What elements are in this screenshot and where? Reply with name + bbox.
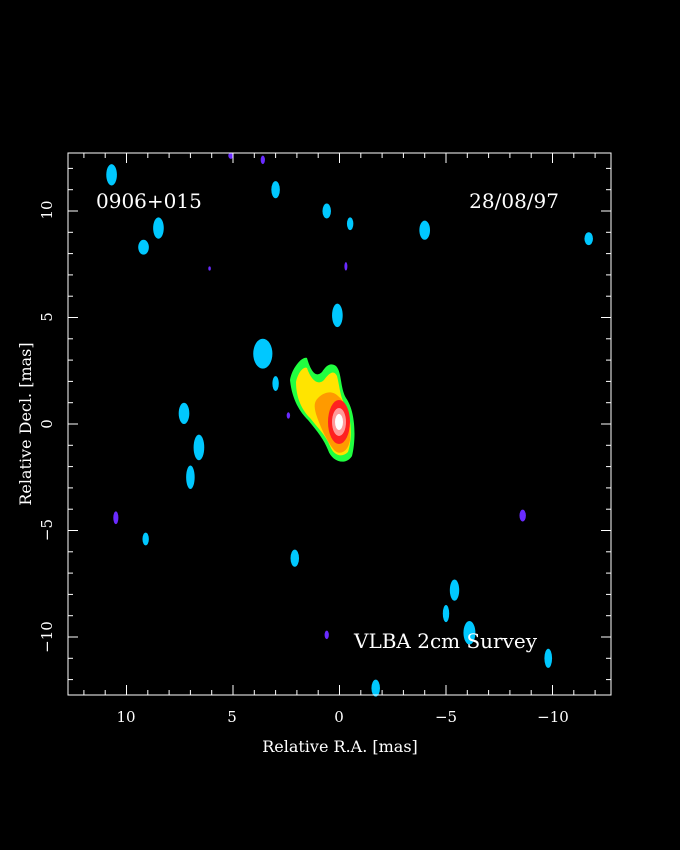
noise-blob — [371, 679, 380, 697]
noise-blob — [193, 434, 205, 461]
source-emission — [290, 357, 355, 462]
y-tick-labels: 10 5 0 −5 −10 — [38, 200, 56, 652]
y-tick-label: 10 — [38, 200, 56, 219]
faint-blob — [228, 152, 234, 159]
noise-blob — [419, 220, 431, 240]
noise-blob — [449, 579, 460, 601]
faint-blob — [208, 266, 211, 271]
noise-blob — [442, 605, 450, 623]
y-tick-label: 0 — [38, 419, 56, 429]
x-tick-label: 10 — [116, 708, 135, 726]
noise-blob — [463, 621, 476, 645]
x-axis-title: Relative R.A. [mas] — [262, 737, 418, 756]
noise-blob — [178, 402, 190, 424]
y-tick-label: 5 — [38, 312, 56, 322]
noise-blobs — [106, 152, 593, 697]
survey-label: VLBA 2cm Survey — [353, 629, 538, 653]
y-tick-label: −5 — [38, 519, 56, 541]
noise-blob — [138, 239, 149, 255]
noise-blob — [584, 232, 593, 246]
x-tick-label: −5 — [435, 708, 457, 726]
x-tick-label: 0 — [334, 708, 344, 726]
noise-blob — [186, 465, 195, 489]
noise-blob — [290, 549, 300, 567]
x-tick-label: −10 — [537, 708, 569, 726]
noise-blob — [106, 164, 117, 186]
noise-blob — [153, 217, 164, 239]
x-tick-labels: 10 5 0 −5 −10 — [116, 708, 568, 726]
faint-blob — [324, 630, 329, 640]
x-tick-label: 5 — [227, 708, 237, 726]
noise-blob — [544, 648, 553, 668]
faint-blob — [519, 509, 526, 522]
source-name-label: 0906+015 — [96, 189, 202, 213]
faint-blob — [286, 412, 291, 419]
y-tick-label: −10 — [38, 621, 56, 653]
noise-blob — [322, 203, 331, 219]
faint-blob — [260, 155, 265, 165]
noise-blob — [332, 303, 343, 328]
observation-date-label: 28/08/97 — [469, 189, 559, 213]
noise-blob — [253, 338, 273, 369]
faint-blob — [344, 262, 348, 271]
noise-blob — [346, 217, 354, 231]
axis-ticks — [68, 153, 611, 695]
noise-blob — [272, 376, 279, 391]
noise-blob — [271, 181, 280, 199]
noise-blob — [142, 532, 149, 546]
y-axis-title: Relative Decl. [mas] — [16, 342, 35, 505]
faint-blob — [113, 511, 119, 525]
core-peak — [335, 414, 343, 430]
